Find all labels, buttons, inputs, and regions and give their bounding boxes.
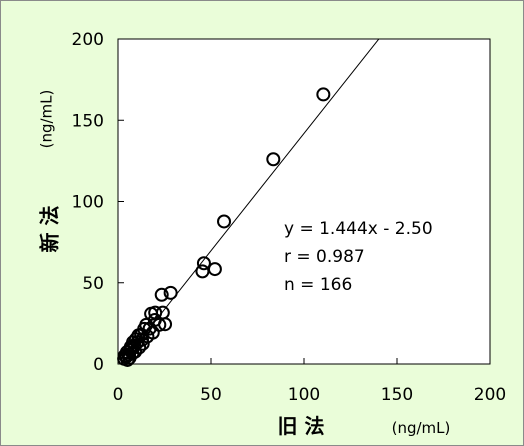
annotation-equation: y = 1.444x - 2.50: [284, 219, 433, 239]
y-axis-tick-labels: 0 50 100 150 200: [72, 30, 104, 375]
x-tick-label: 0: [113, 385, 124, 405]
annotation-n: n = 166: [284, 275, 352, 295]
data-point: [147, 312, 162, 327]
y-tick-label: 200: [72, 30, 104, 50]
fit-line-group: [120, 39, 380, 364]
x-axis-title: 旧 法: [278, 414, 325, 438]
annotation-r: r = 0.987: [284, 247, 365, 267]
data-point: [134, 332, 149, 347]
x-axis-unit: (ng/mL): [392, 419, 451, 437]
x-tick-label: 150: [381, 385, 413, 405]
y-tick-label: 50: [82, 274, 104, 294]
regression-line: [120, 39, 380, 364]
y-axis-unit: (ng/mL): [38, 90, 56, 149]
x-tick-label: 100: [288, 385, 320, 405]
data-point: [154, 287, 169, 302]
data-point: [117, 351, 132, 366]
data-point: [207, 262, 222, 277]
y-tick-label: 150: [72, 111, 104, 131]
data-points: [117, 87, 331, 367]
y-tick-label: 100: [72, 193, 104, 213]
x-tick-label: 200: [474, 385, 506, 405]
data-point: [196, 256, 211, 271]
data-point: [217, 214, 232, 229]
data-point: [123, 339, 138, 354]
data-point: [316, 87, 331, 102]
data-point: [163, 285, 178, 300]
data-point: [266, 152, 281, 167]
x-tick-label: 50: [200, 385, 222, 405]
plot-area: [117, 38, 491, 365]
y-axis-title: 新 法: [38, 206, 62, 253]
x-axis-tick-labels: 0 50 100 150 200: [113, 385, 507, 405]
y-tick-label: 0: [93, 355, 104, 375]
